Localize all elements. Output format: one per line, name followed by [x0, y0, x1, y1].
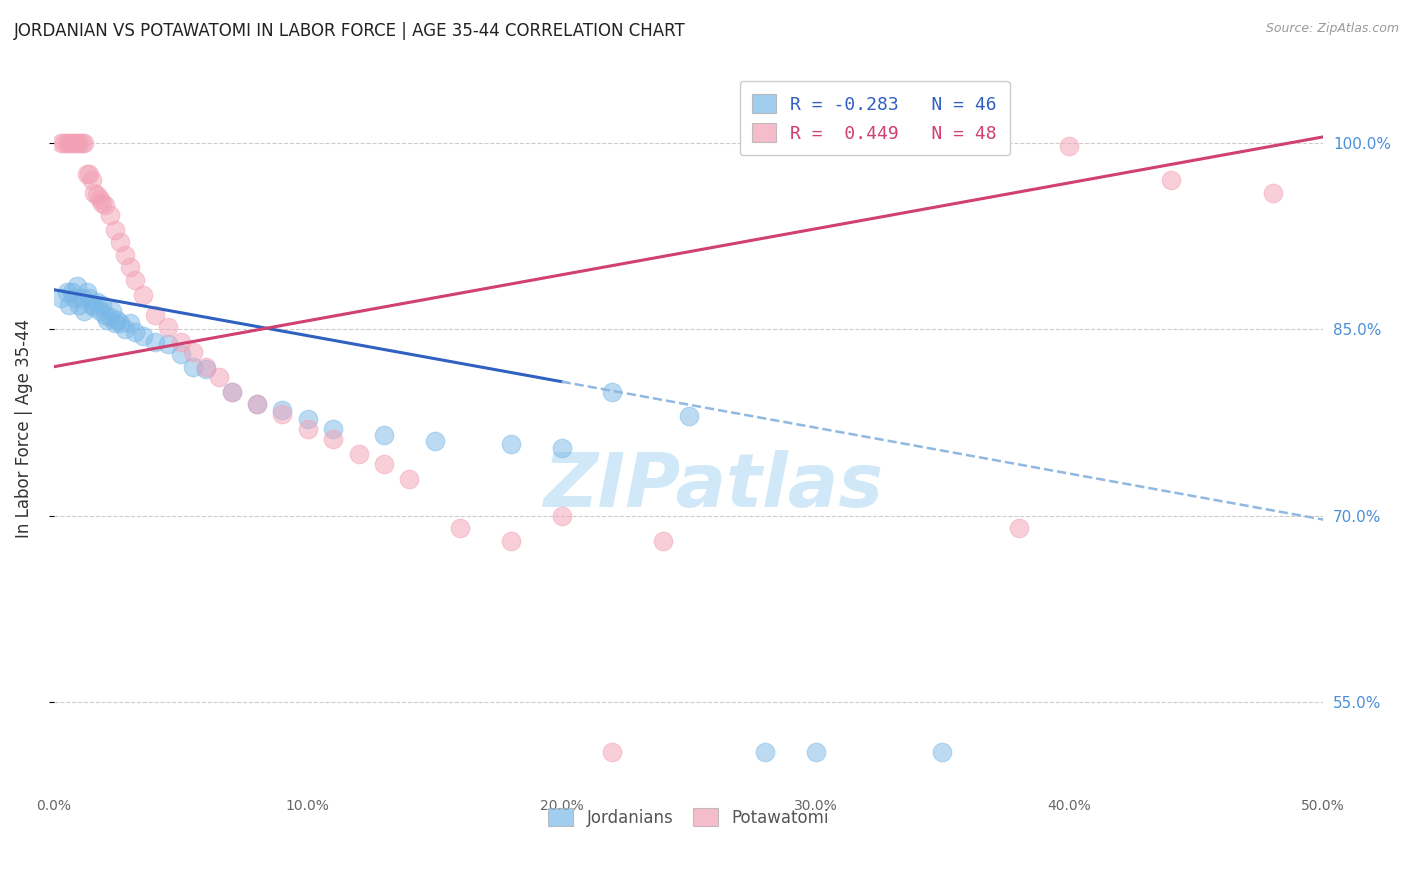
- Point: [246, 397, 269, 411]
- Point: [80, 173, 103, 187]
- Point: [51, 292, 73, 306]
- Point: [1007, 521, 1029, 535]
- Point: [73, 136, 96, 150]
- Point: [98, 208, 121, 222]
- Point: [104, 316, 127, 330]
- Point: [86, 188, 108, 202]
- Point: [105, 312, 128, 326]
- Point: [60, 285, 83, 300]
- Text: ZIPatlas: ZIPatlas: [544, 450, 884, 523]
- Point: [79, 167, 101, 181]
- Y-axis label: In Labor Force | Age 35-44: In Labor Force | Age 35-44: [15, 319, 32, 539]
- Point: [931, 745, 953, 759]
- Point: [423, 434, 446, 449]
- Point: [170, 347, 193, 361]
- Point: [183, 359, 205, 374]
- Point: [373, 457, 395, 471]
- Point: [58, 136, 80, 150]
- Point: [170, 334, 193, 349]
- Point: [183, 344, 205, 359]
- Point: [63, 136, 86, 150]
- Point: [83, 300, 105, 314]
- Point: [322, 422, 344, 436]
- Point: [118, 260, 141, 275]
- Point: [91, 297, 114, 311]
- Point: [1059, 138, 1081, 153]
- Point: [93, 308, 115, 322]
- Point: [550, 441, 572, 455]
- Point: [93, 198, 115, 212]
- Point: [131, 287, 153, 301]
- Text: Source: ZipAtlas.com: Source: ZipAtlas.com: [1265, 22, 1399, 36]
- Point: [652, 533, 675, 548]
- Point: [678, 409, 700, 424]
- Point: [1261, 186, 1284, 200]
- Point: [804, 745, 827, 759]
- Point: [55, 136, 77, 150]
- Point: [602, 745, 624, 759]
- Point: [499, 437, 522, 451]
- Point: [89, 303, 111, 318]
- Point: [79, 292, 101, 306]
- Point: [157, 337, 180, 351]
- Point: [124, 325, 146, 339]
- Point: [96, 312, 118, 326]
- Point: [83, 186, 105, 200]
- Point: [76, 167, 98, 181]
- Point: [195, 359, 218, 374]
- Point: [114, 322, 136, 336]
- Point: [101, 303, 124, 318]
- Point: [67, 297, 90, 311]
- Point: [53, 136, 76, 150]
- Point: [271, 403, 294, 417]
- Point: [58, 297, 80, 311]
- Text: JORDANIAN VS POTAWATOMI IN LABOR FORCE | AGE 35-44 CORRELATION CHART: JORDANIAN VS POTAWATOMI IN LABOR FORCE |…: [14, 22, 686, 40]
- Point: [754, 745, 776, 759]
- Point: [322, 432, 344, 446]
- Point: [131, 328, 153, 343]
- Point: [108, 316, 131, 330]
- Point: [91, 195, 114, 210]
- Point: [89, 192, 111, 206]
- Point: [195, 362, 218, 376]
- Point: [118, 316, 141, 330]
- Point: [347, 447, 370, 461]
- Point: [449, 521, 471, 535]
- Point: [66, 279, 89, 293]
- Point: [1160, 173, 1182, 187]
- Point: [246, 397, 269, 411]
- Point: [145, 334, 167, 349]
- Point: [63, 292, 86, 306]
- Point: [398, 472, 420, 486]
- Point: [221, 384, 243, 399]
- Point: [66, 136, 89, 150]
- Point: [104, 223, 127, 237]
- Point: [51, 136, 73, 150]
- Point: [73, 303, 96, 318]
- Point: [602, 384, 624, 399]
- Point: [108, 235, 131, 250]
- Point: [86, 295, 108, 310]
- Point: [67, 136, 90, 150]
- Point: [297, 412, 319, 426]
- Point: [499, 533, 522, 548]
- Point: [55, 285, 77, 300]
- Legend: Jordanians, Potawatomi: Jordanians, Potawatomi: [540, 800, 838, 835]
- Point: [76, 285, 98, 300]
- Point: [208, 369, 231, 384]
- Point: [297, 422, 319, 436]
- Point: [145, 308, 167, 322]
- Point: [373, 428, 395, 442]
- Point: [70, 292, 93, 306]
- Point: [70, 136, 93, 150]
- Point: [98, 310, 121, 324]
- Point: [550, 508, 572, 523]
- Point: [80, 297, 103, 311]
- Point: [124, 273, 146, 287]
- Point: [157, 320, 180, 334]
- Point: [114, 248, 136, 262]
- Point: [271, 407, 294, 421]
- Point: [60, 136, 83, 150]
- Point: [221, 384, 243, 399]
